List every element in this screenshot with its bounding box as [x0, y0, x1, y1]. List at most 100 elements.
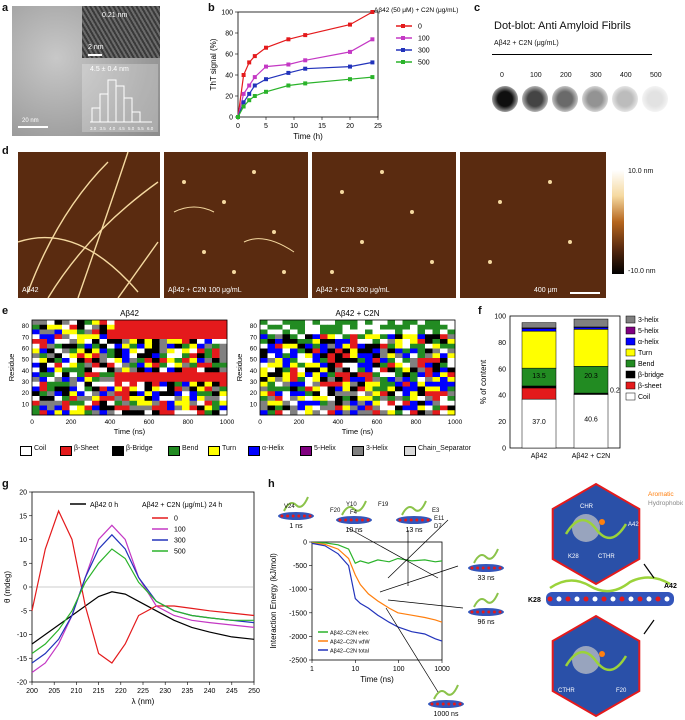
dssp-cell: [425, 386, 433, 392]
dssp-cell: [275, 400, 283, 406]
dssp-cell: [402, 410, 411, 416]
dssp-cell: [39, 367, 48, 373]
dssp-cell: [32, 329, 40, 335]
bar-segment-α-helix: [573, 327, 609, 330]
dssp-cell: [312, 386, 321, 392]
dssp-cell: [62, 381, 70, 387]
legend-swatch: [625, 348, 636, 357]
dssp-cell: [114, 334, 123, 340]
dssp-cell: [144, 329, 153, 335]
x-tick-label: 1000: [434, 666, 450, 673]
dssp-cell: [212, 329, 220, 335]
dssp-cell: [387, 324, 396, 330]
dssp-cell: [320, 367, 328, 373]
dssp-cell: [357, 396, 366, 402]
dssp-cell: [290, 334, 298, 340]
dssp-cell: [395, 386, 403, 392]
dssp-cell: [402, 367, 411, 373]
residue-label: D7: [434, 524, 442, 530]
dssp-cell: [144, 391, 153, 397]
data-point: [264, 89, 268, 94]
dssp-cell: [204, 367, 213, 373]
dssp-cell: [432, 386, 441, 392]
dssp-cell: [342, 367, 351, 373]
dssp-cell: [167, 353, 175, 359]
dssp-cell: [290, 396, 298, 402]
dssp-cell: [152, 362, 160, 368]
dssp-cell: [107, 343, 115, 349]
dssp-cell: [267, 405, 276, 411]
aromatic-label: Aromatic: [648, 491, 674, 498]
dssp-cell: [152, 391, 160, 397]
dssp-cell: [395, 410, 403, 416]
sheet-atom: [360, 518, 364, 522]
dssp-cell: [267, 362, 276, 368]
dssp-y-tick: 60: [22, 345, 30, 352]
dssp-cell: [137, 358, 145, 364]
dssp-cell: [410, 381, 418, 387]
dssp-cell: [107, 391, 115, 397]
dssp-cell: [380, 391, 388, 397]
dssp-cell: [290, 400, 298, 406]
side-atom: [619, 596, 625, 602]
dssp-cell: [99, 339, 108, 345]
peptide-chain: [564, 651, 628, 671]
dot-label: 400: [620, 72, 632, 79]
dssp-cell: [99, 405, 108, 411]
dssp-cell: [350, 377, 358, 383]
blot-dot: [522, 86, 548, 112]
dssp-cell: [297, 353, 306, 359]
dssp-cell: [267, 367, 276, 373]
connector-arrow: [379, 565, 459, 593]
dssp-cell: [335, 358, 343, 364]
dssp-cell: [47, 324, 55, 330]
dssp-cell: [387, 343, 396, 349]
dssp-cell: [320, 396, 328, 402]
dssp-cell: [197, 391, 205, 397]
dssp-cell: [320, 334, 328, 340]
dssp-cell: [440, 362, 448, 368]
dssp-cell: [350, 362, 358, 368]
dssp-cell: [410, 320, 418, 326]
dssp-cell: [357, 329, 366, 335]
dssp-cell: [440, 339, 448, 345]
dssp-cell: [380, 396, 388, 402]
dssp-cell: [77, 400, 85, 406]
dssp-cell: [129, 329, 138, 335]
x-tick-label: 220: [115, 688, 127, 695]
data-point: [252, 75, 257, 80]
dssp-cell: [417, 410, 426, 416]
dssp-cell: [39, 353, 48, 359]
dssp-cell: [342, 348, 351, 354]
sheet-atom: [415, 518, 419, 522]
dssp-cell: [167, 377, 175, 383]
dssp-cell: [320, 320, 328, 326]
dssp-cell: [342, 339, 351, 345]
dssp-cell: [305, 400, 313, 406]
dssp-cell: [275, 362, 283, 368]
dssp-cell: [159, 405, 168, 411]
dssp-y-tick: 20: [250, 390, 258, 397]
dssp-cell: [365, 391, 373, 397]
dssp-cell: [290, 353, 298, 359]
dssp-cell: [327, 334, 336, 340]
dssp-cell: [204, 362, 213, 368]
dssp-cell: [297, 320, 306, 326]
dssp-cell: [99, 324, 108, 330]
dssp-cell: [99, 329, 108, 335]
dssp-cell: [365, 372, 373, 378]
data-point: [370, 10, 375, 14]
dssp-cell: [320, 353, 328, 359]
dssp-cell: [282, 391, 291, 397]
dssp-cell: [305, 348, 313, 354]
data-point: [303, 33, 308, 38]
dssp-cell: [410, 339, 418, 345]
dssp-cell: [297, 386, 306, 392]
dssp-cell: [365, 343, 373, 349]
dssp-cell: [137, 410, 145, 416]
dssp-cell: [335, 362, 343, 368]
dssp-cell: [380, 367, 388, 373]
dssp-cell: [62, 353, 70, 359]
dssp-cell: [39, 377, 48, 383]
x-tick-label: 10: [351, 666, 359, 673]
